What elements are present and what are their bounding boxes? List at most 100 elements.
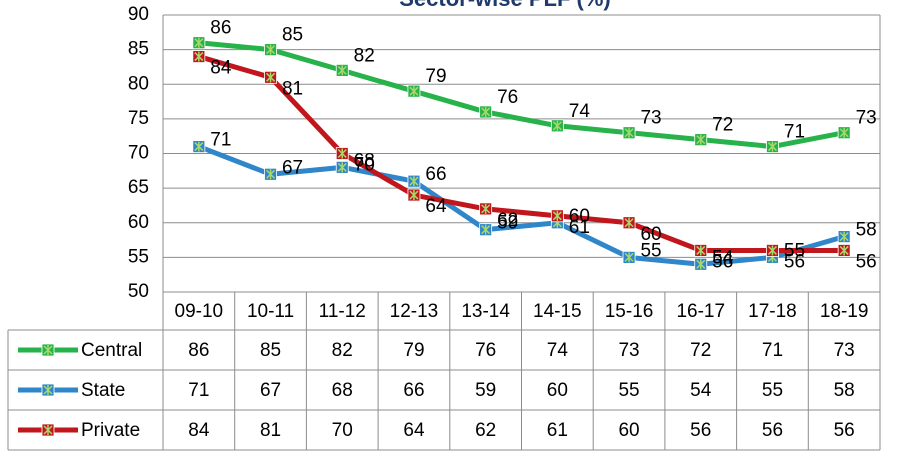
table-cell: 71: [188, 380, 209, 401]
data-label: 64: [425, 196, 447, 217]
x-tick-label: 13-14: [461, 301, 510, 322]
table-cell: 73: [834, 340, 855, 361]
y-tick-label: 70: [128, 143, 149, 164]
data-point: [694, 257, 708, 271]
table-cell: 58: [834, 380, 855, 401]
data-label: 71: [784, 122, 805, 143]
series-line: [198, 54, 845, 253]
data-label: 58: [856, 220, 877, 241]
data-point: [837, 126, 851, 140]
y-tick-label: 90: [128, 4, 149, 25]
data-label: 54: [712, 247, 734, 268]
data-point: [479, 223, 493, 237]
data-point: [622, 216, 636, 230]
data-label: 62: [497, 210, 518, 231]
table-cell: 85: [260, 340, 281, 361]
data-point: [264, 167, 277, 181]
data-label: 71: [210, 130, 231, 151]
data-label: 68: [354, 150, 375, 171]
data-label: 84: [210, 58, 232, 79]
data-label: 85: [282, 25, 303, 46]
y-tick-label: 80: [128, 73, 149, 94]
data-label: 73: [856, 108, 877, 129]
data-label: 76: [497, 87, 518, 108]
data-point: [694, 133, 708, 147]
table-cell: 84: [188, 420, 210, 441]
table-cell: 56: [762, 420, 783, 441]
data-point: [335, 160, 349, 174]
y-tick-label: 85: [128, 39, 149, 60]
x-tick-label: 09-10: [175, 301, 224, 322]
data-label: 72: [712, 115, 733, 136]
y-tick-label: 50: [128, 281, 149, 302]
table-cell: 76: [475, 340, 496, 361]
table-cell: 68: [332, 380, 353, 401]
data-label: 79: [425, 66, 446, 87]
x-tick-label: 15-16: [605, 301, 654, 322]
legend-marker: [41, 423, 55, 437]
data-point: [694, 244, 708, 257]
data-point: [837, 244, 851, 257]
table-cell: 64: [403, 420, 425, 441]
legend-label: Private: [81, 420, 140, 441]
data-point: [550, 119, 564, 133]
table-cell: 86: [188, 340, 209, 361]
data-point: [479, 202, 493, 216]
data-point: [766, 140, 779, 153]
data-point: [622, 126, 636, 140]
table-cell: 70: [332, 420, 353, 441]
data-point: [407, 188, 421, 202]
table-cell: 59: [475, 380, 496, 401]
data-point: [766, 244, 779, 257]
series-line: [198, 40, 845, 150]
table-cell: 61: [547, 420, 568, 441]
data-label: 61: [569, 217, 590, 238]
data-label: 56: [712, 251, 733, 272]
table-cell: 54: [690, 380, 712, 401]
data-label: 82: [354, 45, 375, 66]
data-label: 56: [784, 251, 805, 272]
legend-label: State: [81, 380, 125, 401]
data-point: [407, 174, 421, 188]
table-cell: 81: [260, 420, 281, 441]
chart-title: Sector-wise PLF (%): [399, 0, 610, 11]
data-point: [192, 50, 206, 63]
data-point: [622, 250, 636, 264]
data-point: [192, 140, 206, 153]
data-point: [264, 70, 277, 84]
table-cell: 74: [547, 340, 569, 361]
table-cell: 60: [547, 380, 568, 401]
y-tick-label: 75: [128, 108, 149, 129]
data-label: 55: [784, 240, 805, 261]
table-cell: 62: [475, 420, 496, 441]
legend-label: Central: [81, 340, 142, 361]
data-label: 81: [282, 78, 303, 99]
data-label: 73: [640, 108, 661, 129]
data-label: 55: [640, 240, 661, 261]
y-tick-label: 65: [128, 177, 149, 198]
table-cell: 67: [260, 380, 281, 401]
x-tick-label: 17-18: [748, 301, 797, 322]
data-label: 59: [497, 213, 518, 234]
table-cell: 82: [332, 340, 353, 361]
data-point: [335, 147, 349, 160]
data-point: [550, 209, 564, 223]
legend-marker: [41, 383, 55, 397]
data-label: 86: [210, 18, 231, 39]
data-label: 60: [640, 224, 661, 245]
table-cell: 55: [762, 380, 783, 401]
table-cell: 56: [690, 420, 711, 441]
data-label: 60: [569, 206, 590, 227]
legend-marker: [41, 343, 55, 357]
x-tick-label: 11-12: [319, 301, 366, 322]
table-cell: 72: [690, 340, 711, 361]
x-tick-label: 18-19: [820, 301, 869, 322]
series-line: [197, 144, 845, 267]
y-tick-label: 55: [128, 246, 149, 267]
data-label: 74: [569, 101, 591, 122]
y-tick-label: 60: [128, 212, 149, 233]
x-tick-label: 10-11: [247, 301, 294, 322]
data-label: 70: [354, 155, 375, 176]
x-tick-label: 14-15: [533, 301, 582, 322]
